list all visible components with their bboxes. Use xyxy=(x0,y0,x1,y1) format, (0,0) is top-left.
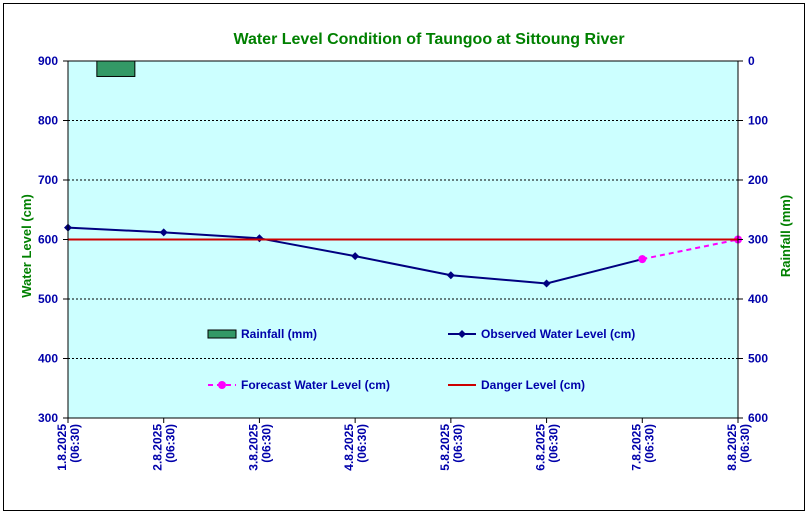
plot-border xyxy=(67,60,739,419)
x-tick-label-time: (06:30) xyxy=(451,424,465,463)
x-tick-label-time: (06:30) xyxy=(642,424,656,463)
x-tick-label-date: 2.8.2025 xyxy=(151,424,165,471)
y-right-tick-label: 300 xyxy=(748,233,768,247)
observed-marker xyxy=(159,228,168,237)
x-tick-label-date: 5.8.2025 xyxy=(438,424,452,471)
x-tick-label-time: (06:30) xyxy=(259,424,273,463)
x-tick-label-date: 1.8.2025 xyxy=(55,424,69,471)
observed-marker xyxy=(446,271,455,280)
observed-marker xyxy=(351,252,360,261)
x-tick-label-date: 3.8.2025 xyxy=(246,424,260,471)
axes: 300 400 500 600 700 800 900 0 100 200 300 400 500 600… xyxy=(38,54,768,471)
x-tick-label-date: 6.8.2025 xyxy=(534,424,548,471)
rainfall-bars xyxy=(96,60,136,77)
y-left-axis-title: Water Level (cm) xyxy=(19,194,34,298)
x-tick-label-time: (06:30) xyxy=(164,424,178,463)
rainfall-bar xyxy=(96,60,136,77)
y-left-tick-label: 900 xyxy=(38,54,58,68)
y-right-axis-title: Rainfall (mm) xyxy=(778,195,793,277)
x-tick-label-time: (06:30) xyxy=(355,424,369,463)
legend-swatch-rainfall xyxy=(207,329,237,339)
y-right-tick-label: 500 xyxy=(748,352,768,366)
x-tick-label-time: (06:30) xyxy=(547,424,561,463)
y-left-tick-label: 300 xyxy=(38,411,58,425)
forecast-line xyxy=(642,238,739,261)
y-right-tick-label: 400 xyxy=(748,292,768,306)
lines xyxy=(64,223,742,288)
observed-marker xyxy=(542,279,551,288)
x-tick-label-date: 4.8.2025 xyxy=(342,424,356,471)
legend-label: Forecast Water Level (cm) xyxy=(241,378,390,392)
y-right-tick-label: 600 xyxy=(748,411,768,425)
legend-marker-forecast xyxy=(218,381,226,389)
y-left-tick-label: 700 xyxy=(38,173,58,187)
y-left-tick-label: 400 xyxy=(38,352,58,366)
x-tick-label-date: 7.8.2025 xyxy=(629,424,643,471)
y-left-tick-label: 500 xyxy=(38,292,58,306)
y-right-tick-label: 200 xyxy=(748,173,768,187)
legend-label: Rainfall (mm) xyxy=(241,327,317,341)
x-tick-label-time: (06:30) xyxy=(738,424,752,463)
x-tick-label-date: 8.8.2025 xyxy=(725,424,739,471)
chart-title: Water Level Condition of Taungoo at Sitt… xyxy=(233,31,624,48)
legend: Rainfall (mm) Observed Water Level (cm) Fo… xyxy=(207,327,635,392)
forecast-marker xyxy=(638,255,647,264)
legend-marker-observed xyxy=(458,330,466,338)
y-right-tick-label: 100 xyxy=(748,114,768,128)
legend-label: Observed Water Level (cm) xyxy=(481,327,635,341)
y-left-tick-label: 600 xyxy=(38,233,58,247)
y-left-tick-label: 800 xyxy=(38,114,58,128)
x-tick-label-time: (06:30) xyxy=(68,424,82,463)
y-right-tick-label: 0 xyxy=(748,54,755,68)
legend-label: Danger Level (cm) xyxy=(481,378,585,392)
